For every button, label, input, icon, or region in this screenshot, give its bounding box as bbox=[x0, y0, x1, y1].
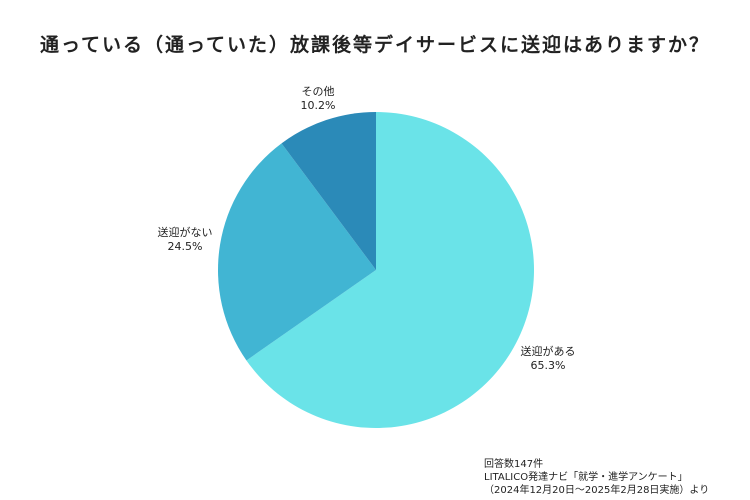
source-note: 回答数147件 LITALICO発達ナビ「就学・進学アンケート」 （2024年1… bbox=[484, 458, 709, 497]
response-count: 回答数147件 bbox=[484, 459, 544, 470]
pie-slices bbox=[218, 112, 535, 428]
slice-value-2: 24.5% bbox=[168, 240, 203, 253]
pie-slice-3 bbox=[281, 112, 376, 270]
chart-title: 通っている（通っていた）放課後等デイサービスに送迎はありますか？ bbox=[39, 34, 711, 56]
slice-label-3: その他 bbox=[302, 85, 335, 98]
slice-value-3: 10.2% bbox=[301, 99, 336, 112]
pie-slice-2 bbox=[218, 143, 376, 361]
pie-slice-1 bbox=[246, 112, 535, 428]
slice-label-1: 送迎がある bbox=[521, 344, 576, 358]
source-name: LITALICO発達ナビ「就学・進学アンケート」 bbox=[484, 472, 688, 483]
slice-value-1: 65.3% bbox=[531, 359, 566, 372]
slice-label-2: 送迎がない bbox=[158, 225, 213, 239]
survey-period: （2024年12月20日〜2025年2月28日実施）より bbox=[484, 485, 710, 496]
